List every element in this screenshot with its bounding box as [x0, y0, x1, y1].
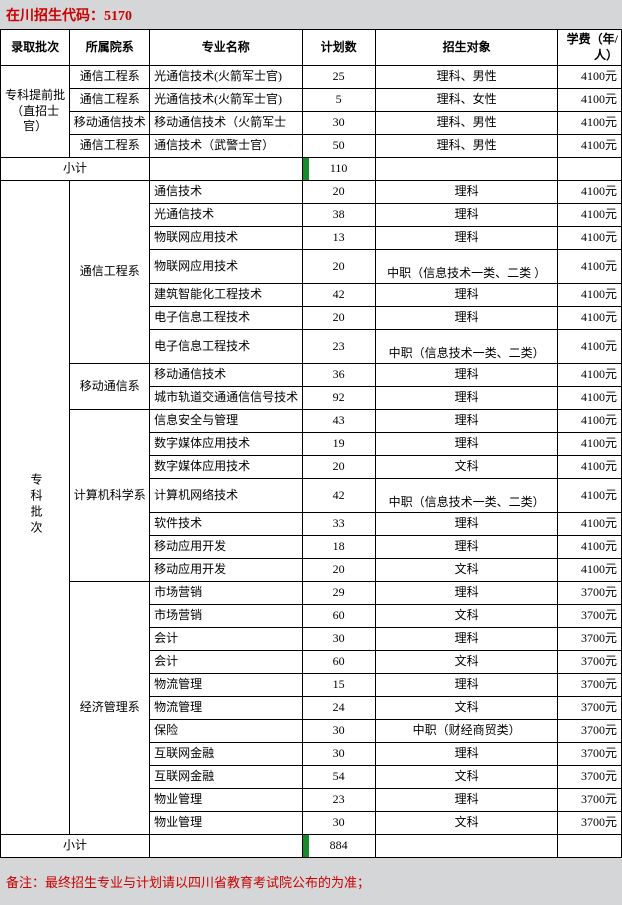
table-row: 通信工程系光通信技术(火箭军士官)5理科、女性4100元: [1, 89, 622, 112]
major-cell: 通信技术（武警士官）: [150, 135, 302, 158]
major-cell: 互联网金融: [150, 766, 302, 789]
col-plan: 计划数: [302, 30, 375, 66]
major-cell: 物业管理: [150, 789, 302, 812]
table-header-row: 录取批次 所属院系 专业名称 计划数 招生对象 学费（年/人）: [1, 30, 622, 66]
major-cell: 电子信息工程技术: [150, 330, 302, 364]
table-row: 计算机科学系信息安全与管理43理科4100元: [1, 410, 622, 433]
major-cell: 光通信技术(火箭军士官): [150, 66, 302, 89]
major-cell: 光通信技术(火箭军士官): [150, 89, 302, 112]
dept-cell: 通信工程系: [70, 181, 150, 364]
major-cell: 市场营销: [150, 605, 302, 628]
col-dept: 所属院系: [70, 30, 150, 66]
major-cell: 城市轨道交通通信信号技术: [150, 387, 302, 410]
subtotal-row: 小计884: [1, 835, 622, 858]
table-row: 通信工程系通信技术（武警士官）50理科、男性4100元: [1, 135, 622, 158]
major-cell: 通信技术: [150, 181, 302, 204]
table-row: 经济管理系市场营销29理科3700元: [1, 582, 622, 605]
major-cell: 保险: [150, 720, 302, 743]
major-cell: 物流管理: [150, 674, 302, 697]
major-cell: 物业管理: [150, 812, 302, 835]
subtotal-row: 小计110: [1, 158, 622, 181]
major-cell: 数字媒体应用技术: [150, 433, 302, 456]
major-cell: 电子信息工程技术: [150, 307, 302, 330]
dept-cell: 计算机科学系: [70, 410, 150, 582]
table-row: 移动通信系移动通信技术36理科4100元: [1, 364, 622, 387]
major-cell: 会计: [150, 651, 302, 674]
table-row: 移动通信技术移动通信技术（火箭军士30理科、男性4100元: [1, 112, 622, 135]
major-cell: 物联网应用技术: [150, 250, 302, 284]
major-cell: 物联网应用技术: [150, 227, 302, 250]
major-cell: 软件技术: [150, 513, 302, 536]
col-fee: 学费（年/人）: [558, 30, 622, 66]
major-cell: 计算机网络技术: [150, 479, 302, 513]
col-target: 招生对象: [375, 30, 558, 66]
footer-note: 备注：最终招生专业与计划请以四川省教育考试院公布的为准；: [0, 858, 622, 905]
dept-cell: 经济管理系: [70, 582, 150, 835]
dept-cell: 移动通信系: [70, 364, 150, 410]
col-major: 专业名称: [150, 30, 302, 66]
table-row: 专科提前批（直招士官）通信工程系光通信技术(火箭军士官)25理科、男性4100元: [1, 66, 622, 89]
major-cell: 互联网金融: [150, 743, 302, 766]
batch-cell: 专科批次: [1, 181, 70, 835]
major-cell: 移动通信技术（火箭军士: [150, 112, 302, 135]
major-cell: 移动应用开发: [150, 536, 302, 559]
major-cell: 会计: [150, 628, 302, 651]
batch-cell: 专科提前批（直招士官）: [1, 66, 70, 158]
major-cell: 移动应用开发: [150, 559, 302, 582]
table-row: 专科批次通信工程系通信技术20理科4100元: [1, 181, 622, 204]
enrollment-table: 录取批次 所属院系 专业名称 计划数 招生对象 学费（年/人） 专科提前批（直招…: [0, 29, 622, 858]
major-cell: 物流管理: [150, 697, 302, 720]
col-batch: 录取批次: [1, 30, 70, 66]
table-body: 专科提前批（直招士官）通信工程系光通信技术(火箭军士官)25理科、男性4100元…: [1, 66, 622, 858]
major-cell: 建筑智能化工程技术: [150, 284, 302, 307]
major-cell: 信息安全与管理: [150, 410, 302, 433]
page-header: 在川招生代码：5170: [0, 0, 622, 29]
major-cell: 市场营销: [150, 582, 302, 605]
major-cell: 移动通信技术: [150, 364, 302, 387]
major-cell: 数字媒体应用技术: [150, 456, 302, 479]
major-cell: 光通信技术: [150, 204, 302, 227]
